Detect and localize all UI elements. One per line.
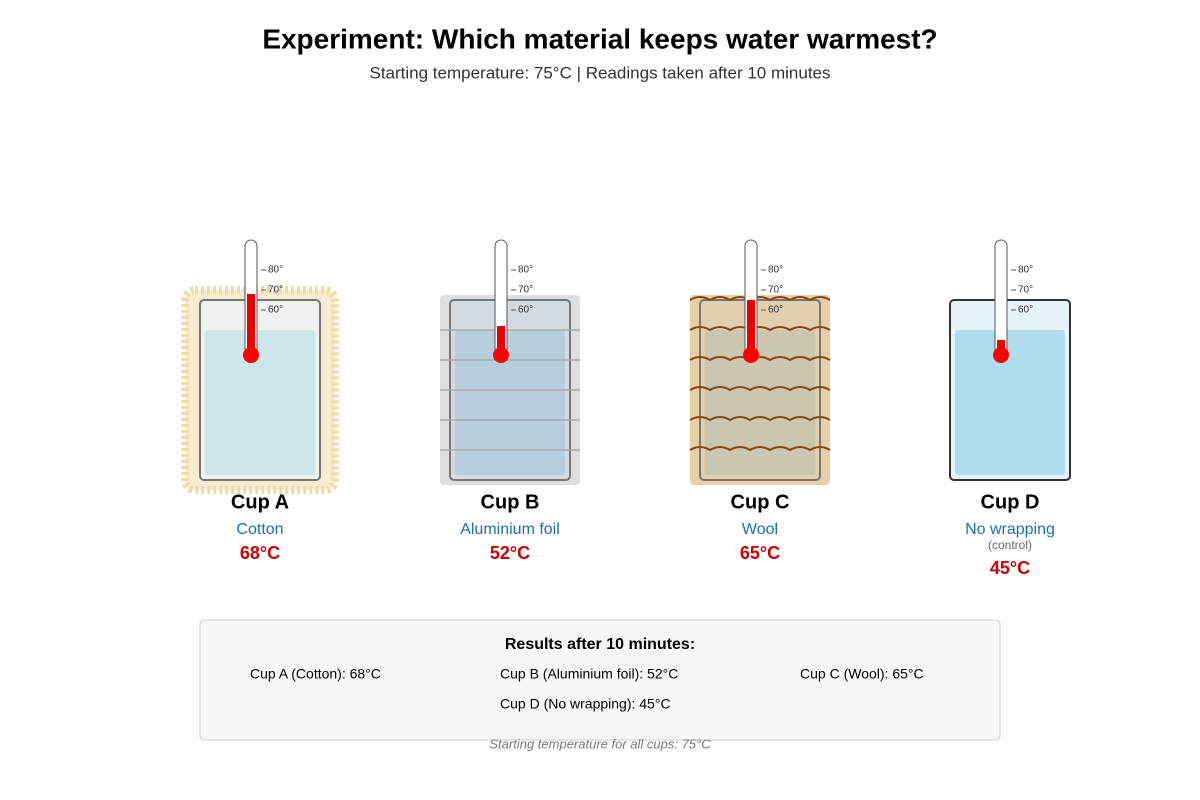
results-panel xyxy=(199,619,1001,741)
thermometer-tick-label: 70° xyxy=(268,285,283,296)
water xyxy=(455,330,565,475)
footnote: Starting temperature for all cups: 75°C xyxy=(489,736,711,751)
thermometer-tick-label: 80° xyxy=(518,265,533,276)
thermometer-tick-label: 70° xyxy=(768,285,783,296)
result-item: Cup D (No wrapping): 45°C xyxy=(500,696,671,712)
mercury xyxy=(247,294,255,355)
mercury xyxy=(497,326,505,355)
cup-temperature: 52°C xyxy=(490,543,530,563)
thermometer-bulb xyxy=(493,347,509,363)
wool-fibre xyxy=(689,326,831,332)
cup-note: (control) xyxy=(988,538,1032,552)
wool-fibre xyxy=(689,386,831,392)
wool-fibre xyxy=(689,296,831,302)
water xyxy=(955,330,1065,475)
thermometer-bulb xyxy=(993,347,1009,363)
results-title: Results after 10 minutes: xyxy=(505,636,695,653)
cup-material: No wrapping xyxy=(965,521,1055,538)
cup-name: Cup D xyxy=(981,491,1040,513)
thermometer-bulb xyxy=(243,347,259,363)
subtitle: Starting temperature: 75°C | Readings ta… xyxy=(369,63,830,82)
result-item: Cup B (Aluminium foil): 52°C xyxy=(500,666,678,682)
mercury xyxy=(747,300,755,355)
result-item: Cup A (Cotton): 68°C xyxy=(250,666,381,682)
wool-fibre xyxy=(689,446,831,452)
thermometer-tick-label: 60° xyxy=(268,305,283,316)
title: Experiment: Which material keeps water w… xyxy=(262,23,937,54)
cup-temperature: 68°C xyxy=(240,543,280,563)
cup-name: Cup B xyxy=(481,491,540,513)
thermometer-tick-label: 80° xyxy=(268,265,283,276)
thermometer-tick-label: 60° xyxy=(1018,305,1033,316)
thermometer-tick-label: 60° xyxy=(518,305,533,316)
thermometer-tick-label: 70° xyxy=(1018,285,1033,296)
thermometer-tube xyxy=(994,239,1008,356)
cup-material: Wool xyxy=(742,521,778,538)
water xyxy=(205,330,315,475)
thermometer-tick-label: 80° xyxy=(768,265,783,276)
cup-temperature: 65°C xyxy=(740,543,780,563)
cup-material: Aluminium foil xyxy=(460,521,560,538)
thermometer-tick-label: 60° xyxy=(768,305,783,316)
wool-fibre xyxy=(689,416,831,422)
wool-fibre xyxy=(689,356,831,362)
thermometer-bulb xyxy=(743,347,759,363)
thermometer-tick-label: 70° xyxy=(518,285,533,296)
water xyxy=(705,330,815,475)
cup-name: Cup C xyxy=(731,491,790,513)
cup-temperature: 45°C xyxy=(990,558,1030,578)
cup-material: Cotton xyxy=(236,521,283,538)
result-item: Cup C (Wool): 65°C xyxy=(800,666,924,682)
thermometer-tick-label: 80° xyxy=(1018,265,1033,276)
cup-name: Cup A xyxy=(231,491,289,513)
